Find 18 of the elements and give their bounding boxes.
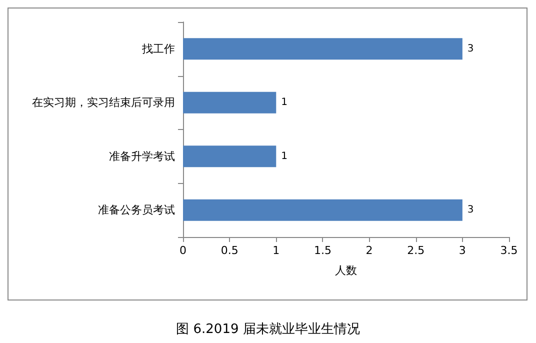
y-tick-label: 准备升学考试 (109, 150, 175, 163)
y-tick-label: 在实习期，实习结束后可录用 (32, 96, 175, 110)
x-tick-label: 2 (366, 244, 373, 257)
x-tick-label: 3 (458, 244, 466, 257)
data-label: 1 (281, 97, 288, 108)
data-label: 3 (467, 204, 474, 216)
text: 图 6.2019 届未就业毕业生情况 (176, 322, 360, 337)
x-tick-label: 1.5 (314, 244, 332, 257)
x-tick-label: 1 (272, 244, 280, 257)
y-tick-label: 准备公务员考试 (98, 204, 175, 217)
x-tick-label: 2.5 (407, 244, 425, 257)
data-label: 3 (467, 43, 474, 54)
y-tick-label: 找工作 (141, 42, 175, 56)
data-label: 1 (281, 150, 288, 162)
x-axis-title: 人数 (335, 264, 357, 277)
x-tick-label: 0.5 (220, 244, 238, 257)
x-tick-label: 3.5 (500, 244, 518, 257)
x-tick-label: 0 (180, 244, 186, 257)
